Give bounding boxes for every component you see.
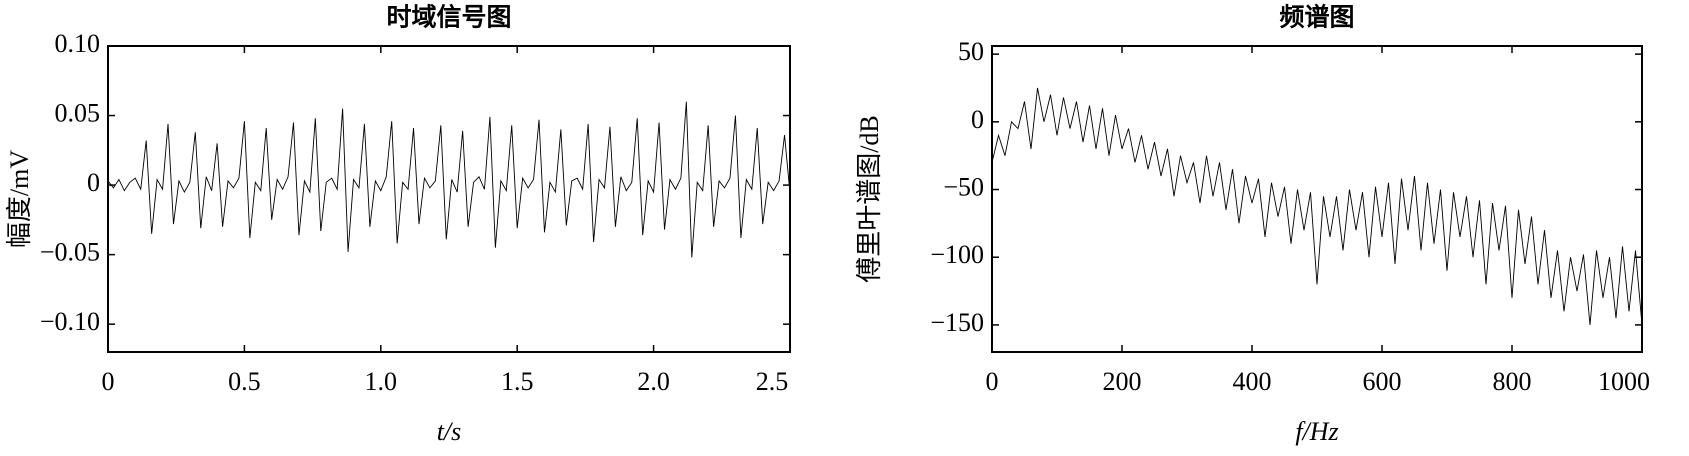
x-tick-label: 200 xyxy=(1103,367,1142,396)
y-tick-label: −0.05 xyxy=(40,238,100,267)
x-tick-label: 0 xyxy=(986,367,999,396)
x-tick-label: 400 xyxy=(1233,367,1272,396)
x-tick-label: 600 xyxy=(1363,367,1402,396)
signal-line xyxy=(991,87,1643,325)
plot-frame xyxy=(991,45,1643,353)
x-tick-label: 2.0 xyxy=(637,367,670,396)
x-tick-label: 1.0 xyxy=(365,367,398,396)
y-tick-label: 50 xyxy=(958,37,984,66)
x-tick-label: 2.5 xyxy=(756,367,789,396)
y-tick-label: −100 xyxy=(930,240,984,269)
x-tick-label: 1000 xyxy=(1598,367,1650,396)
y-tick-label: −50 xyxy=(943,172,984,201)
x-axis-label: t/s xyxy=(437,417,462,446)
x-axis-label: f/Hz xyxy=(1295,417,1338,446)
x-tick-label: 0.5 xyxy=(228,367,261,396)
y-axis-label: 幅度/mV xyxy=(5,150,34,248)
y-tick-label: −150 xyxy=(930,308,984,337)
chart-title: 时域信号图 xyxy=(386,4,511,32)
y-axis-label: 傅里叶谱图/dB xyxy=(855,115,884,283)
y-tick-label: 0 xyxy=(971,105,984,134)
y-tick-label: −0.10 xyxy=(40,307,100,336)
x-tick-label: 0 xyxy=(102,367,115,396)
y-tick-label: 0 xyxy=(87,168,100,197)
y-tick-label: 0.10 xyxy=(55,29,101,58)
x-tick-label: 1.5 xyxy=(501,367,534,396)
plot-frame xyxy=(107,45,791,353)
signal-line xyxy=(107,101,791,258)
chart-title: 频谱图 xyxy=(1279,3,1354,32)
y-tick-label: 0.05 xyxy=(55,99,101,128)
x-tick-label: 800 xyxy=(1493,367,1532,396)
